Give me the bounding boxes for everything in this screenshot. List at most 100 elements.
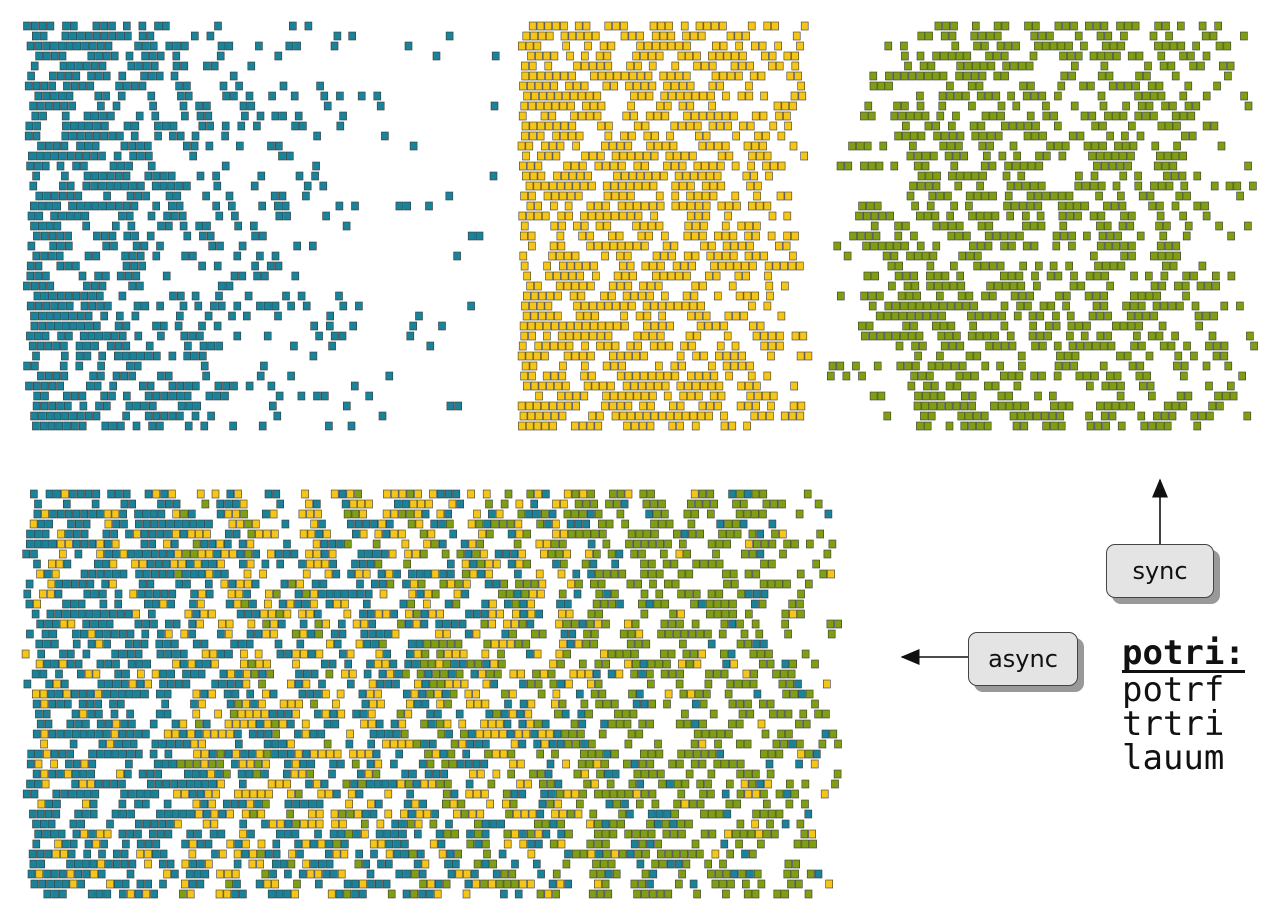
async-task (87, 629, 96, 639)
potrf-task (160, 171, 168, 181)
lauum-task (1001, 71, 1009, 81)
trtri-task (706, 141, 714, 151)
async-task (716, 749, 725, 759)
lauum-task (963, 371, 972, 381)
trtri-task (796, 411, 805, 421)
async-task (648, 539, 657, 549)
potrf-task (97, 101, 105, 111)
async-task (376, 629, 384, 639)
trtri-task (560, 21, 568, 31)
trtri-task (528, 21, 537, 31)
trtri-task (711, 21, 719, 31)
lauum-task (929, 251, 938, 261)
async-task (662, 829, 671, 839)
async-task (493, 709, 501, 719)
async-task (544, 769, 553, 779)
async-task (329, 709, 338, 719)
lauum-task (1013, 381, 1022, 391)
async-task (545, 729, 554, 739)
trtri-task (730, 361, 739, 371)
async-task (563, 649, 572, 659)
trtri-task (571, 281, 580, 291)
trtri-task (565, 81, 573, 91)
potrf-task (32, 421, 40, 431)
async-task (572, 739, 581, 749)
lauum-task (1163, 171, 1171, 181)
async-task (468, 539, 477, 549)
async-task (94, 689, 102, 699)
lauum-task (857, 321, 866, 331)
lauum-task (1155, 81, 1164, 91)
async-task (704, 679, 713, 689)
potrf-task (491, 51, 500, 61)
lauum-task (1157, 251, 1166, 261)
async-task (179, 729, 188, 739)
lauum-task (1205, 341, 1213, 351)
lauum-task (1052, 241, 1061, 251)
async-task (390, 759, 398, 769)
async-task (80, 829, 88, 839)
trtri-task (528, 371, 536, 381)
lauum-task (1013, 151, 1022, 161)
lauum-task (885, 241, 894, 251)
async-task (62, 499, 71, 509)
async-task (670, 559, 679, 569)
async-task (722, 569, 730, 579)
async-task (605, 799, 614, 809)
async-task (397, 619, 405, 629)
trtri-task (520, 331, 529, 341)
lauum-task (1057, 81, 1066, 91)
potrf-task (30, 281, 39, 291)
potrf-task (69, 31, 77, 41)
async-task (266, 669, 275, 679)
lauum-task (1106, 371, 1114, 381)
async-task (135, 519, 143, 529)
lauum-task (1000, 231, 1009, 241)
async-task (50, 749, 59, 759)
trtri-task (541, 351, 549, 361)
async-task (511, 599, 520, 609)
async-task (596, 769, 604, 779)
async-task (529, 589, 537, 599)
lauum-task (1142, 91, 1150, 101)
trtri-task (768, 51, 777, 61)
async-task (261, 799, 270, 809)
async-task (603, 699, 611, 709)
async-task (781, 659, 790, 669)
async-task (771, 529, 779, 539)
trtri-task (583, 381, 592, 391)
async-task (640, 569, 648, 579)
async-task (461, 589, 470, 599)
async-task (732, 499, 740, 509)
async-task (115, 489, 123, 499)
async-task (538, 729, 546, 739)
async-task (383, 629, 392, 639)
async-task (559, 639, 567, 649)
lauum-task (1171, 401, 1180, 411)
trtri-task (657, 261, 665, 271)
async-task (315, 629, 323, 639)
lauum-task (1044, 331, 1052, 341)
async-task (63, 559, 72, 569)
lauum-task (1058, 151, 1067, 161)
lauum-task (1169, 261, 1178, 271)
async-task (472, 549, 480, 559)
async-task (144, 849, 152, 859)
async-task (139, 559, 147, 569)
lauum-task (977, 121, 986, 131)
potrf-task (184, 91, 193, 101)
lauum-task (1149, 31, 1158, 41)
async-task (162, 559, 171, 569)
async-task (21, 649, 30, 659)
async-task (806, 869, 815, 879)
potrf-task (108, 31, 116, 41)
async-task (736, 769, 745, 779)
lauum-task (1057, 421, 1066, 431)
trtri-task (652, 251, 661, 261)
lauum-task (1022, 91, 1031, 101)
async-task (374, 559, 383, 569)
lauum-task (1220, 351, 1229, 361)
async-task (570, 719, 579, 729)
async-task (314, 829, 322, 839)
lauum-task (1093, 161, 1101, 171)
